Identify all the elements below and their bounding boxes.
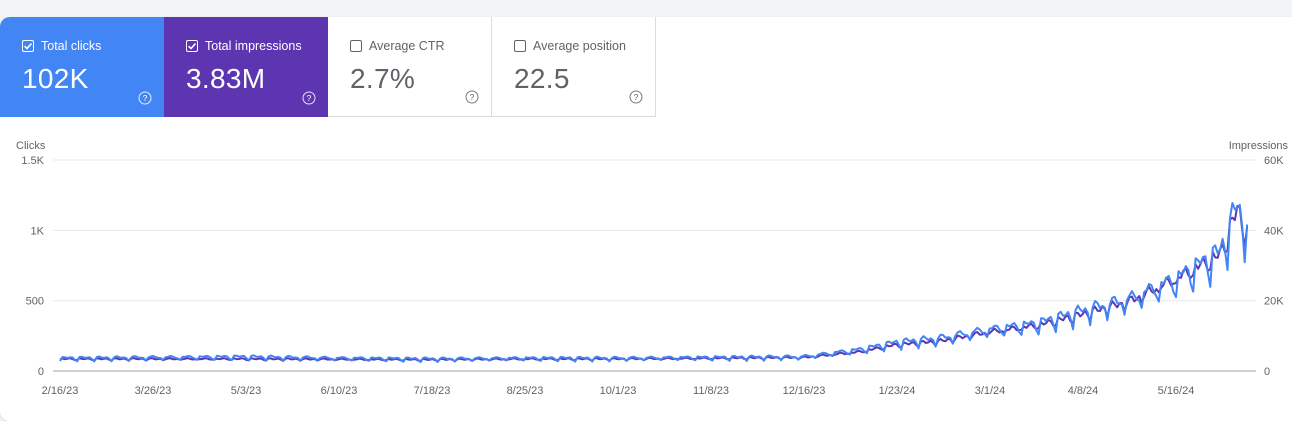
y-tick-label-right: 0 — [1264, 366, 1270, 378]
metric-value: 102K — [22, 63, 89, 94]
series-line-impressions — [59, 205, 1249, 363]
x-tick-label: 8/25/23 — [507, 385, 544, 397]
metric-tile-total-impressions[interactable]: Total impressions 3.83M? — [164, 17, 328, 117]
help-circle-icon[interactable]: ? — [465, 90, 479, 104]
x-tick-label: 10/1/23 — [600, 385, 637, 397]
metric-value: 3.83M — [186, 63, 266, 94]
x-tick-label: 4/8/24 — [1068, 385, 1099, 397]
y-tick-label-left: 500 — [26, 296, 44, 308]
metric-tile-average-ctr[interactable]: Average CTR 2.7%? — [328, 17, 492, 117]
y-axis-title-left: Clicks — [16, 140, 46, 152]
metric-tile-total-clicks[interactable]: Total clicks 102K? — [0, 17, 164, 117]
x-tick-label: 6/10/23 — [321, 385, 358, 397]
metric-label: Average CTR — [369, 39, 445, 53]
x-tick-label: 5/3/23 — [231, 385, 262, 397]
metric-label: Average position — [533, 39, 626, 53]
checkbox-icon[interactable] — [350, 40, 362, 52]
y-tick-label-left: 1K — [31, 225, 45, 237]
x-tick-label: 3/1/24 — [975, 385, 1006, 397]
x-tick-label: 1/23/24 — [879, 385, 916, 397]
performance-chart: 0 0 500 20K 1K 40K 1.5K 60K Clicks Impressions 2/1… — [16, 140, 1289, 397]
help-circle-icon[interactable]: ? — [302, 91, 316, 105]
y-tick-label-right: 20K — [1264, 296, 1284, 308]
y-tick-label-left: 0 — [38, 366, 44, 378]
x-tick-label: 12/16/23 — [783, 385, 826, 397]
y-axis-title-right: Impressions — [1229, 140, 1289, 152]
checkbox-icon[interactable] — [22, 40, 34, 52]
x-tick-label: 3/26/23 — [135, 385, 172, 397]
metric-label: Total impressions — [205, 39, 302, 53]
performance-card: Total clicks 102K? Total impressions 3.83M?… — [0, 17, 1292, 421]
checkbox-icon[interactable] — [514, 40, 526, 52]
metric-tile-average-position[interactable]: Average position 22.5? — [492, 17, 656, 117]
metric-label: Total clicks — [41, 39, 102, 53]
series-line-clicks — [59, 202, 1249, 364]
help-circle-icon[interactable]: ? — [138, 91, 152, 105]
svg-text:?: ? — [307, 93, 312, 103]
metric-tiles: Total clicks 102K? Total impressions 3.83M?… — [0, 17, 656, 117]
help-circle-icon[interactable]: ? — [629, 90, 643, 104]
metric-value: 2.7% — [350, 63, 416, 94]
y-tick-label-right: 60K — [1264, 155, 1284, 167]
x-tick-label: 5/16/24 — [1158, 385, 1195, 397]
svg-text:?: ? — [143, 93, 148, 103]
metric-value: 22.5 — [514, 63, 570, 94]
x-tick-label: 2/16/23 — [42, 385, 79, 397]
svg-text:?: ? — [634, 92, 639, 102]
y-tick-label-right: 40K — [1264, 225, 1284, 237]
x-tick-label: 11/8/23 — [693, 385, 729, 397]
y-tick-label-left: 1.5K — [21, 155, 44, 167]
svg-text:?: ? — [470, 92, 475, 102]
checkbox-icon[interactable] — [186, 40, 198, 52]
x-tick-label: 7/18/23 — [414, 385, 451, 397]
